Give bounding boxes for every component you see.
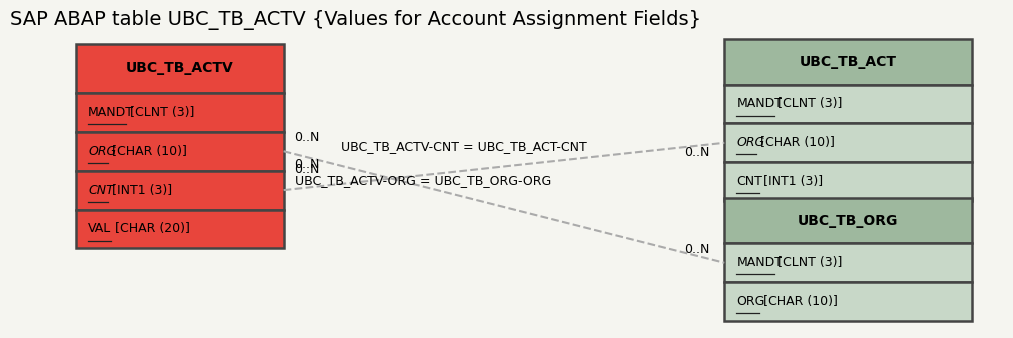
Text: ORG: ORG (88, 145, 116, 158)
Text: [CHAR (10)]: [CHAR (10)] (756, 136, 835, 149)
FancyBboxPatch shape (724, 84, 972, 123)
Text: MANDT: MANDT (736, 97, 782, 111)
Text: 0..N: 0..N (684, 243, 709, 256)
Text: MANDT: MANDT (88, 106, 134, 119)
Text: [CLNT (3)]: [CLNT (3)] (775, 256, 843, 269)
FancyBboxPatch shape (76, 210, 284, 248)
Text: CNT: CNT (736, 175, 763, 188)
FancyBboxPatch shape (724, 198, 972, 243)
FancyBboxPatch shape (76, 171, 284, 210)
Text: [CLNT (3)]: [CLNT (3)] (126, 106, 194, 119)
FancyBboxPatch shape (76, 93, 284, 132)
Text: UBC_TB_ORG: UBC_TB_ORG (798, 214, 899, 227)
FancyBboxPatch shape (724, 39, 972, 84)
Text: 0..N: 0..N (294, 131, 319, 144)
Text: [CHAR (10)]: [CHAR (10)] (107, 145, 186, 158)
Text: UBC_TB_ACTV-ORG = UBC_TB_ORG-ORG: UBC_TB_ACTV-ORG = UBC_TB_ORG-ORG (295, 174, 551, 187)
Text: [CLNT (3)]: [CLNT (3)] (775, 97, 843, 111)
Text: [INT1 (3)]: [INT1 (3)] (760, 175, 824, 188)
Text: [CHAR (20)]: [CHAR (20)] (111, 222, 189, 236)
FancyBboxPatch shape (724, 282, 972, 321)
Text: SAP ABAP table UBC_TB_ACTV {Values for Account Assignment Fields}: SAP ABAP table UBC_TB_ACTV {Values for A… (10, 10, 701, 30)
Text: UBC_TB_ACTV-CNT = UBC_TB_ACT-CNT: UBC_TB_ACTV-CNT = UBC_TB_ACT-CNT (340, 140, 587, 153)
Text: [INT1 (3)]: [INT1 (3)] (107, 184, 172, 197)
Text: VAL: VAL (88, 222, 111, 236)
Text: 0..N: 0..N (294, 158, 319, 171)
FancyBboxPatch shape (724, 162, 972, 201)
Text: ORG: ORG (736, 295, 765, 308)
FancyBboxPatch shape (724, 123, 972, 162)
Text: ORG: ORG (736, 136, 765, 149)
Text: 0..N: 0..N (684, 146, 709, 159)
Text: [CHAR (10)]: [CHAR (10)] (760, 295, 838, 308)
FancyBboxPatch shape (724, 243, 972, 282)
Text: UBC_TB_ACT: UBC_TB_ACT (800, 55, 897, 69)
Text: UBC_TB_ACTV: UBC_TB_ACTV (126, 62, 234, 75)
Text: 0..N: 0..N (294, 163, 319, 176)
FancyBboxPatch shape (76, 44, 284, 93)
Text: CNT: CNT (88, 184, 113, 197)
FancyBboxPatch shape (76, 132, 284, 171)
Text: MANDT: MANDT (736, 256, 782, 269)
